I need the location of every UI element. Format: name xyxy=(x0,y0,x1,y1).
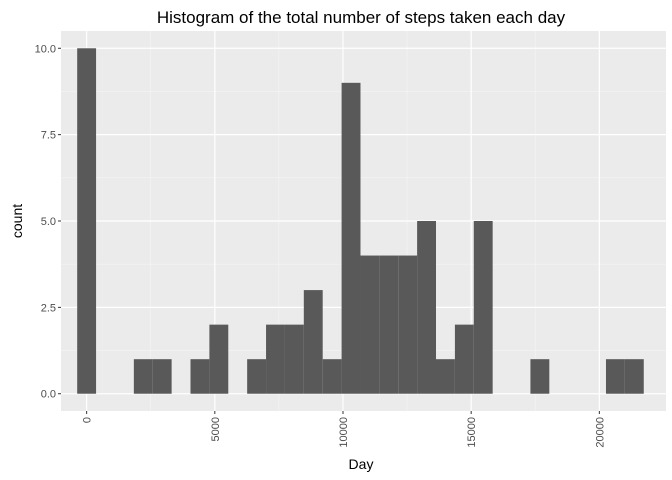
histogram-bar xyxy=(530,359,550,394)
histogram-bar xyxy=(303,290,323,394)
y-tick-label: 7.5 xyxy=(41,130,56,142)
histogram-bar xyxy=(360,255,380,394)
histogram-bar xyxy=(454,324,474,394)
x-axis: 0 5000 10000 15000 20000 xyxy=(82,411,606,448)
histogram-bar xyxy=(341,82,361,394)
x-tick-label: 20000 xyxy=(594,417,606,448)
x-tick-label: 0 xyxy=(82,417,94,423)
histogram-bar xyxy=(473,221,493,394)
histogram-bar xyxy=(284,324,304,394)
histogram-bar xyxy=(152,359,172,394)
histogram-bar xyxy=(190,359,210,394)
histogram-bar xyxy=(133,359,153,394)
y-tick-label: 0.0 xyxy=(41,389,56,401)
histogram-bar xyxy=(322,359,342,394)
x-tick-label: 15000 xyxy=(466,417,478,448)
y-axis-title: count xyxy=(9,204,25,238)
histogram-bar xyxy=(209,324,229,394)
x-tick-label: 10000 xyxy=(338,417,350,448)
histogram-bar xyxy=(379,255,399,394)
histogram-bar xyxy=(624,359,644,394)
histogram-bar xyxy=(77,48,97,394)
y-tick-label: 5.0 xyxy=(41,216,56,228)
x-axis-title: Day xyxy=(349,456,374,472)
y-axis: 0.0 2.5 5.0 7.5 10.0 xyxy=(35,43,61,401)
chart-title: Histogram of the total number of steps t… xyxy=(157,8,566,27)
histogram-bars xyxy=(77,48,644,394)
y-tick-label: 10.0 xyxy=(35,43,56,55)
y-tick-label: 2.5 xyxy=(41,302,56,314)
x-tick-label: 5000 xyxy=(210,417,222,441)
histogram-bar xyxy=(605,359,625,394)
histogram-bar xyxy=(417,221,437,394)
histogram-bar xyxy=(436,359,455,394)
histogram-bar xyxy=(398,255,418,394)
histogram-bar xyxy=(266,324,285,394)
histogram-bar xyxy=(247,359,267,394)
